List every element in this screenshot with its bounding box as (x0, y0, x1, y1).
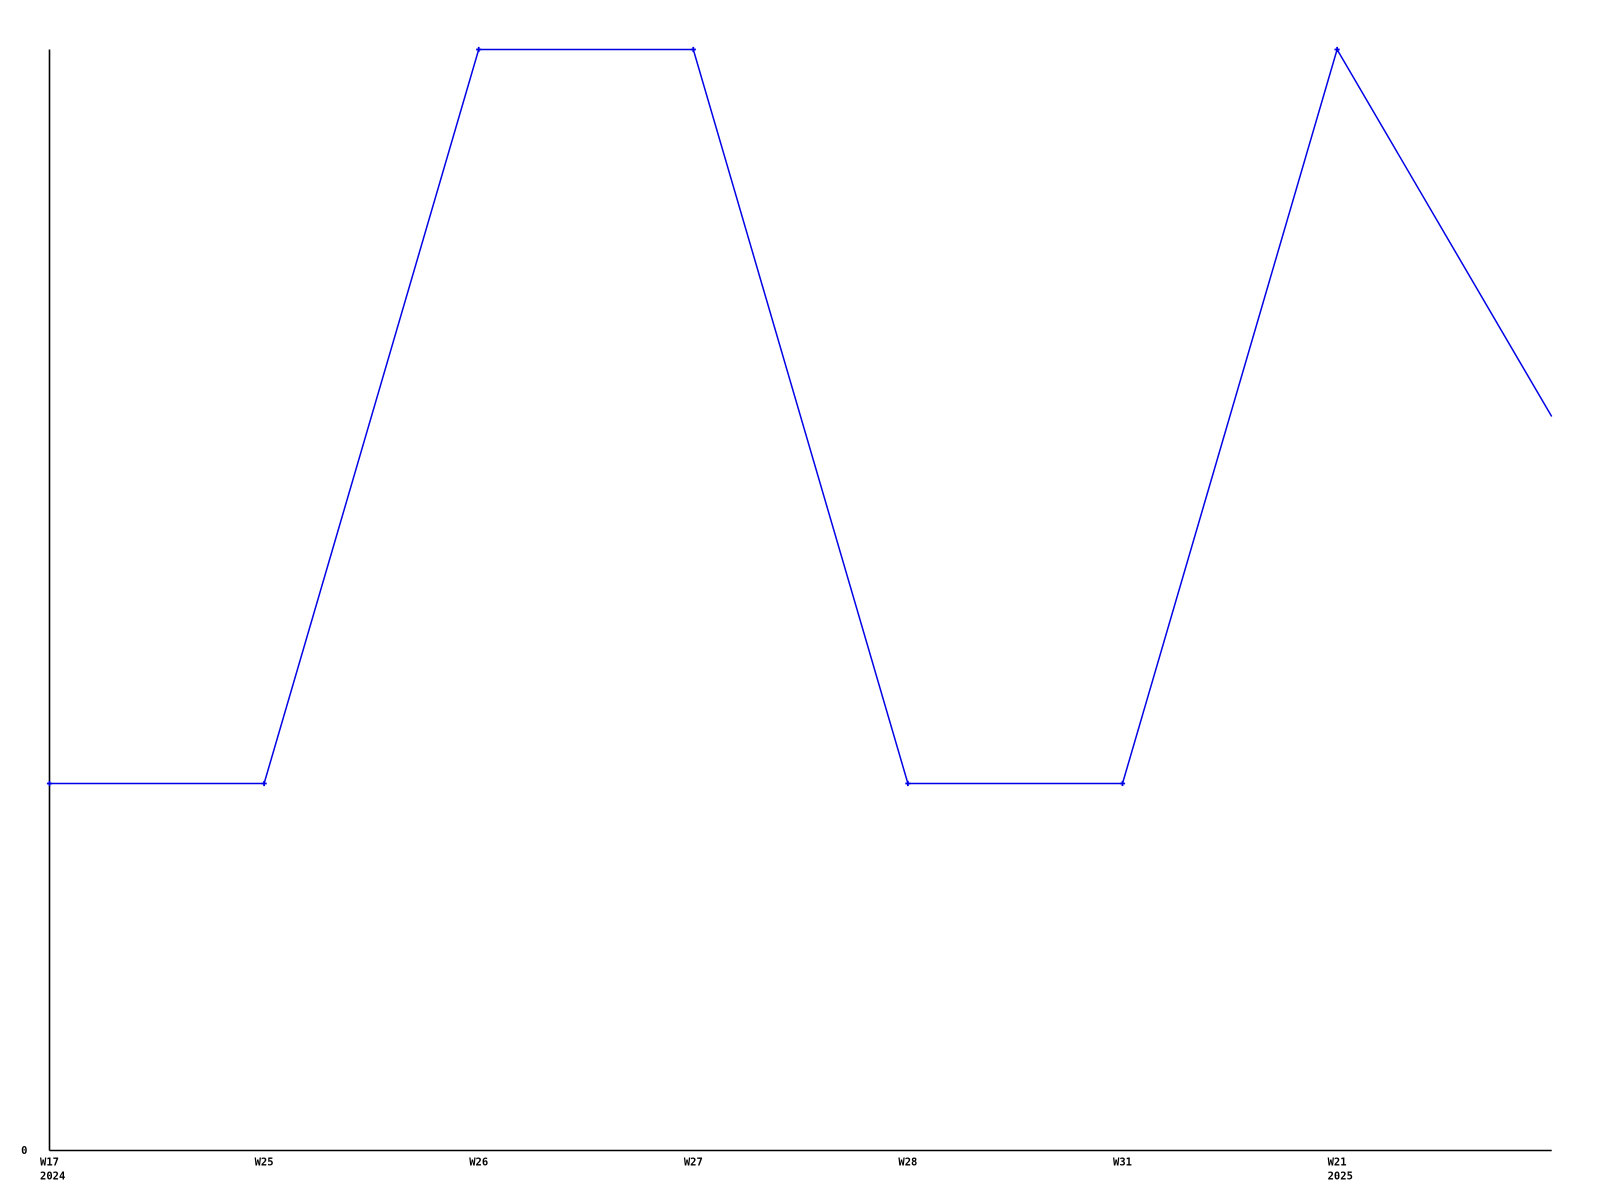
x-tick-label: W27 (684, 1157, 703, 1169)
y-tick-label: 0 (21, 1145, 27, 1157)
data-point-marker (690, 46, 696, 53)
x-tick-year-label: 2025 (1328, 1171, 1353, 1183)
data-point-marker (1334, 46, 1340, 53)
x-tick-label: W26 (469, 1157, 488, 1169)
x-tick-year-label: 2024 (40, 1171, 65, 1183)
data-point-marker (261, 780, 267, 787)
x-tick-label: W31 (1113, 1157, 1132, 1169)
data-point-marker (905, 780, 911, 787)
x-tick-label: W25 (255, 1157, 274, 1169)
data-point-marker (476, 46, 482, 53)
series-line (49, 47, 1553, 785)
data-point-marker (1119, 780, 1126, 787)
data-point-marker (46, 780, 53, 787)
x-tick-label: W28 (898, 1157, 917, 1169)
x-tick-label: W21 (1328, 1157, 1347, 1169)
x-tick-label: W17 (40, 1157, 59, 1169)
